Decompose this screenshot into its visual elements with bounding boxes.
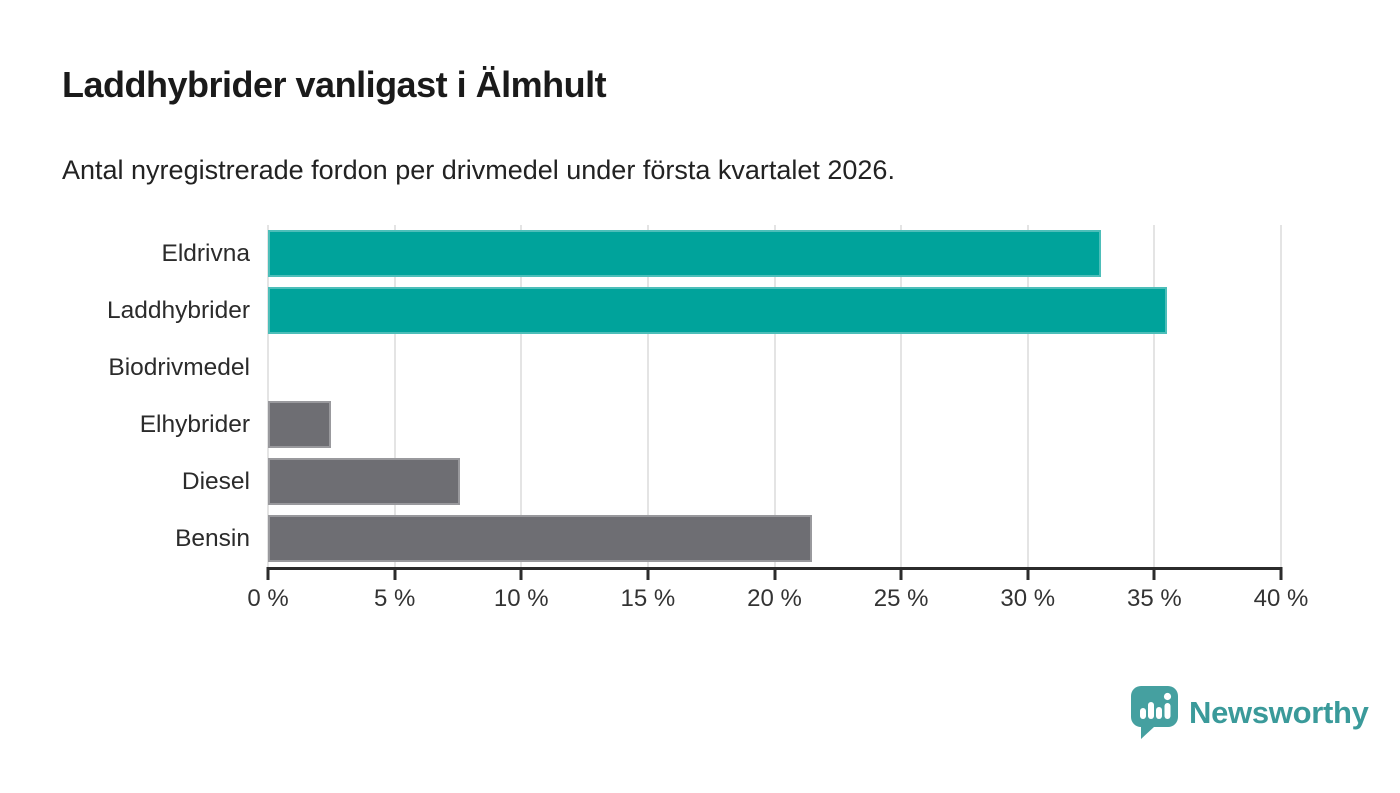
gridline <box>1026 225 1029 567</box>
x-axis: 0 % 5 % 10 % 15 % 20 % 25 % 30 % 35 % 40 % <box>247 567 1308 629</box>
gridline <box>773 225 776 567</box>
x-tick-label: 40 % <box>1253 585 1309 612</box>
x-tick-label: 5 % <box>373 585 416 612</box>
bar-bensin <box>268 515 813 562</box>
gridline <box>520 225 523 567</box>
chart-title: Laddhybrider vanligast i Älmhult <box>62 64 607 105</box>
gridline <box>900 225 903 567</box>
bar-eldrivna <box>268 230 1102 277</box>
category-label: Bensin <box>175 524 250 552</box>
category-label: Biodrivmedel <box>108 353 250 381</box>
x-tick-label: 10 % <box>493 585 549 612</box>
x-tick-mark <box>393 567 397 580</box>
x-tick-label: 0 % <box>247 585 289 612</box>
category-label: Diesel <box>181 467 250 495</box>
brand-wordmark: Newsworthy <box>1189 695 1369 730</box>
x-tick-mark <box>1152 567 1156 580</box>
x-tick-label: 25 % <box>873 585 929 612</box>
newsworthy-logo-icon <box>1131 686 1178 739</box>
x-tick-mark <box>899 567 903 580</box>
y-axis-labels: Eldrivna Laddhybrider Biodrivmedel Elhybrid… <box>0 225 250 567</box>
x-tick-mark <box>1026 567 1030 580</box>
x-tick-label: 30 % <box>1000 585 1056 612</box>
category-label: Laddhybrider <box>106 296 250 324</box>
category-label: Elhybrider <box>139 410 250 438</box>
bar-diesel <box>268 458 461 505</box>
x-tick-label: 20 % <box>747 585 802 612</box>
bar-elhybrider <box>268 401 332 448</box>
category-label: Eldrivna <box>161 239 250 267</box>
plot-area <box>267 225 1282 570</box>
x-tick-label: 15 % <box>620 585 676 612</box>
x-tick-mark <box>519 567 523 580</box>
gridline <box>646 225 649 567</box>
gridline <box>1153 225 1156 567</box>
x-tick-mark <box>266 567 270 580</box>
x-tick-mark <box>1279 567 1283 580</box>
brand-logo: Newsworthy <box>1131 686 1369 740</box>
x-tick-mark <box>646 567 650 580</box>
gridline <box>393 225 396 567</box>
x-tick-mark <box>773 567 776 580</box>
gridline <box>1280 225 1282 567</box>
gridline <box>267 225 269 567</box>
chart-subtitle: Antal nyregistrerade fordon per drivmede… <box>62 155 895 185</box>
x-tick-label: 35 % <box>1127 585 1182 612</box>
bar-laddhybrider <box>268 287 1168 334</box>
